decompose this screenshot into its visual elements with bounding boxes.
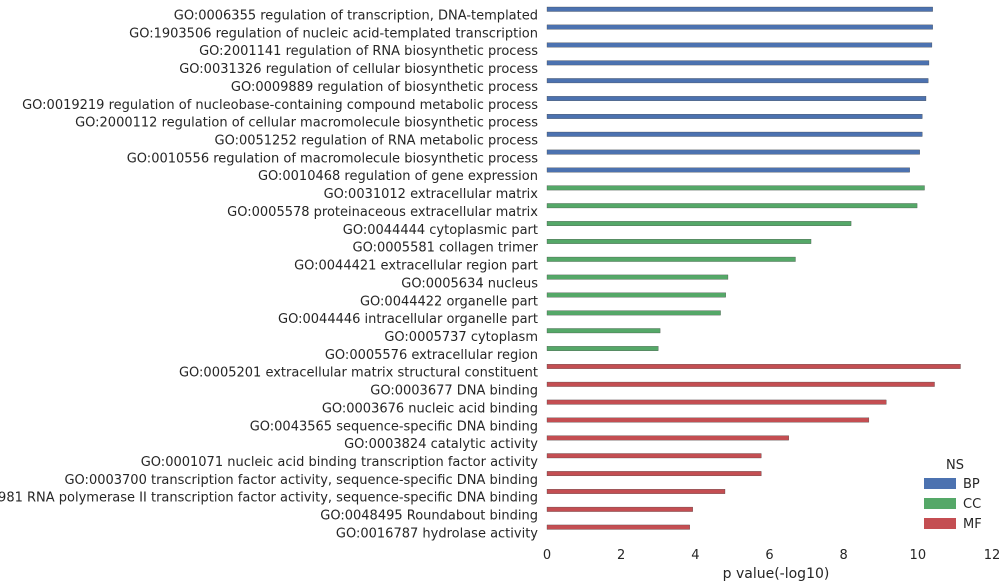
legend-label-cc: CC [963, 497, 981, 512]
bar-mf [546, 471, 762, 477]
x-axis-label: p value(-log10) [723, 566, 830, 582]
bar-cc [546, 221, 852, 226]
bar-mf [546, 364, 961, 369]
bar-cc [546, 346, 659, 351]
bar-mf [546, 399, 887, 405]
bar-bp [546, 114, 923, 119]
bar-cc [546, 274, 729, 280]
bar-cc [546, 292, 726, 298]
legend-swatch-bp [924, 478, 956, 489]
category-label: GO:0051252 regulation of RNA metabolic p… [215, 134, 539, 149]
bar-bp [546, 131, 923, 137]
category-label: GO:0044421 extracellular region part [294, 259, 538, 274]
legend-title: NS [946, 458, 964, 473]
category-label: GO:0003676 nucleic acid binding [322, 401, 538, 416]
bar-bp [546, 149, 920, 155]
bar-mf [546, 381, 935, 387]
x-tick-label: 10 [910, 548, 927, 563]
category-label: GO:0048495 Roundabout binding [320, 509, 538, 524]
x-tick-label: 6 [765, 548, 773, 563]
category-label: GO:0043565 sequence-specific DNA binding [250, 419, 538, 434]
bars [546, 6, 961, 530]
category-label: GO:0044446 intracellular organelle part [278, 312, 538, 327]
bar-cc [546, 203, 918, 209]
category-label: GO:0010556 regulation of macromolecule b… [127, 151, 538, 166]
bar-bp [546, 24, 933, 30]
category-label: GO:0019219 regulation of nucleobase-cont… [22, 98, 538, 113]
bar-mf [546, 453, 762, 459]
bar-cc [546, 239, 812, 244]
bar-mf [546, 417, 870, 423]
category-label: GO:0005201 extracellular matrix structur… [179, 366, 538, 381]
x-tick-label: 4 [691, 548, 699, 563]
category-label: GO:0006355 regulation of transcription, … [174, 9, 538, 24]
category-label: GO:2001141 regulation of RNA biosyntheti… [199, 44, 538, 59]
bar-cc [546, 328, 661, 334]
category-label: GO:2000112 regulation of cellular macrom… [75, 116, 538, 131]
category-label: GO:0003677 DNA binding [370, 384, 538, 399]
category-label: GO:0010468 regulation of gene expression [258, 169, 538, 184]
x-tick-label: 12 [984, 548, 1001, 563]
bar-bp [546, 60, 930, 66]
legend-entries: BP CC MF [924, 477, 982, 532]
bar-bp [546, 96, 927, 101]
bar-bp [546, 6, 933, 12]
category-label: GO:0003824 catalytic activity [344, 437, 538, 452]
legend-label-mf: MF [963, 517, 982, 532]
category-label: GO:0044422 organelle part [360, 294, 538, 309]
bar-cc [546, 256, 796, 262]
x-tick-label: 0 [543, 548, 551, 563]
category-labels: GO:0006355 regulation of transcription, … [0, 9, 539, 542]
legend-swatch-cc [924, 498, 956, 509]
bar-bp [546, 42, 933, 48]
legend-label-bp: BP [963, 477, 980, 492]
x-tick-label: 8 [840, 548, 848, 563]
category-label: GO:0005737 cytoplasm [384, 330, 538, 345]
x-tick-label: 2 [617, 548, 625, 563]
category-label: GO:0005581 collagen trimer [353, 241, 539, 256]
category-label: GO:0044444 cytoplasmic part [343, 223, 538, 238]
category-label: GO:0005578 proteinaceous extracellular m… [227, 205, 538, 220]
bar-mf [546, 435, 789, 441]
bar-bp [546, 78, 929, 84]
category-label: GO:0000981 RNA polymerase II transcripti… [0, 491, 538, 506]
category-label: GO:0009889 regulation of biosynthetic pr… [231, 80, 538, 95]
legend-swatch-mf [924, 518, 956, 529]
bar-cc [546, 310, 721, 316]
category-label: GO:0003700 transcription factor activity… [64, 473, 538, 488]
legend: NS BP CC MF [924, 458, 982, 532]
category-label: GO:0001071 nucleic acid binding transcri… [141, 455, 539, 470]
category-label: GO:0031012 extracellular matrix [324, 187, 539, 202]
x-axis-ticks: 0 2 4 6 8 10 12 [543, 548, 1000, 563]
category-label: GO:0031326 regulation of cellular biosyn… [179, 62, 538, 77]
category-label: GO:0005576 extracellular region [325, 348, 538, 363]
category-label: GO:1903506 regulation of nucleic acid-te… [129, 26, 538, 41]
category-label: GO:0005634 nucleus [401, 276, 538, 291]
bar-bp [546, 167, 910, 173]
bar-mf [546, 489, 726, 494]
bar-mf [546, 506, 693, 512]
category-label: GO:0016787 hydrolase activity [336, 526, 538, 541]
bar-mf [546, 524, 690, 530]
bar-cc [546, 185, 925, 191]
